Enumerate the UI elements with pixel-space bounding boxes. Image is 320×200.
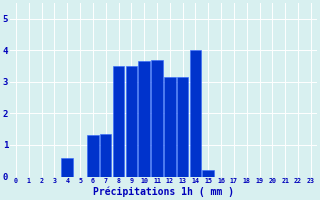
Bar: [190, 50, 201, 177]
Bar: [151, 60, 163, 177]
Bar: [203, 170, 214, 177]
Bar: [177, 77, 188, 177]
Bar: [113, 66, 124, 177]
Bar: [61, 158, 73, 177]
Bar: [138, 61, 150, 177]
Bar: [100, 134, 111, 177]
Bar: [87, 135, 99, 177]
Bar: [164, 77, 176, 177]
X-axis label: Précipitations 1h ( mm ): Précipitations 1h ( mm ): [93, 187, 234, 197]
Bar: [125, 66, 137, 177]
